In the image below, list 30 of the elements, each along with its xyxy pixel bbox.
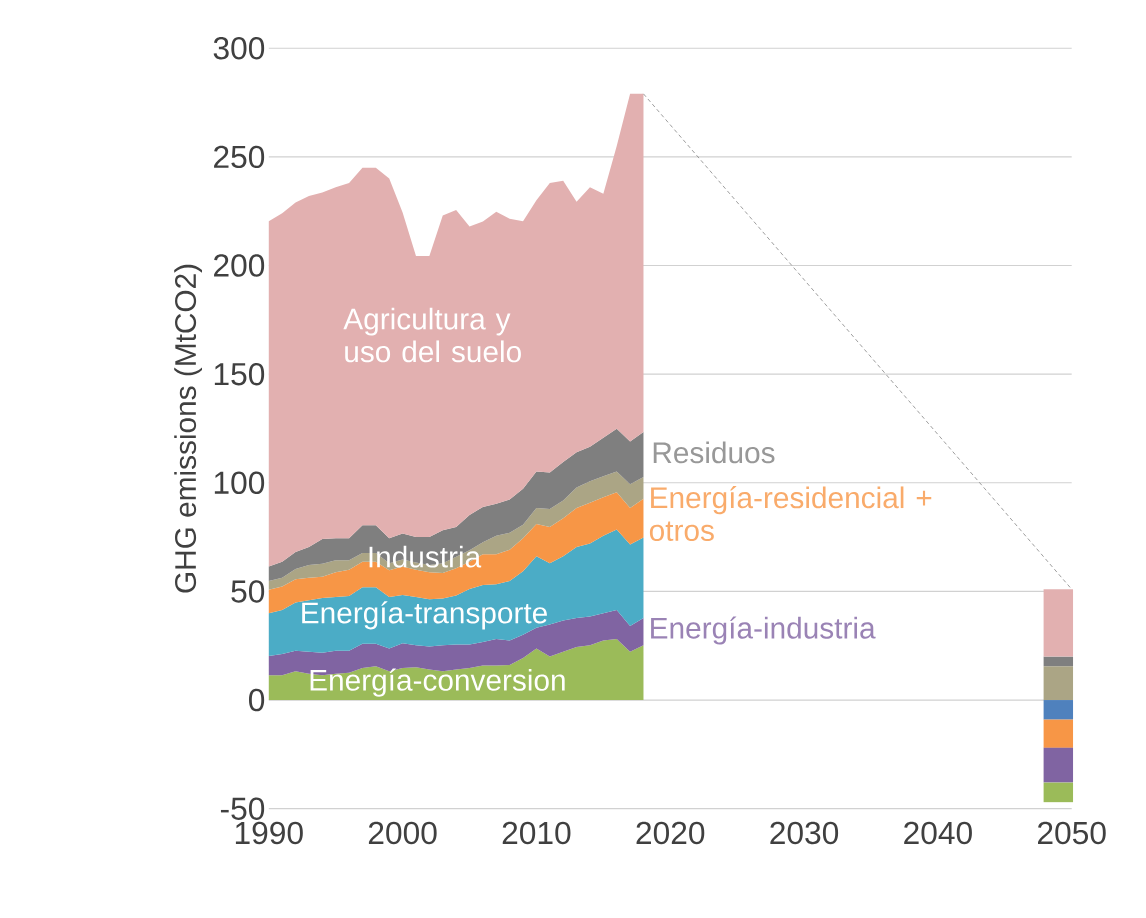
x-tick-label: 1990 (235, 821, 303, 845)
series-label: Residuos (653, 441, 775, 464)
series-label: Energía-residencial + otros (649, 486, 932, 542)
bar (1043, 782, 1074, 803)
series-label: Energía-industria (651, 616, 876, 645)
series-label: Energía-conversion (310, 668, 565, 697)
bar (1043, 719, 1074, 748)
x-tick-label: 2020 (636, 821, 705, 845)
y-tick-label: -50 (220, 797, 265, 821)
bar (1043, 700, 1074, 720)
x-tick-label: 2040 (904, 821, 972, 845)
y-tick-label: 100 (214, 471, 265, 495)
bar (1043, 666, 1074, 701)
y-tick-label: 50 (231, 580, 265, 603)
bar (1043, 589, 1074, 657)
series-label: Industria (369, 545, 482, 568)
x-tick-label: 2050 (1038, 821, 1106, 845)
y-tick-label: 250 (214, 145, 265, 169)
series-label: Energía-transporte (302, 601, 547, 630)
bar (1043, 656, 1074, 667)
x-tick-label: 2000 (368, 821, 437, 845)
bar (1043, 747, 1074, 783)
y-tick-label: 200 (214, 254, 265, 277)
x-tick-label: 2030 (770, 821, 839, 845)
y-tick-label: 150 (214, 363, 265, 386)
y-tick-label: 300 (213, 37, 265, 60)
series-label: Agricultura y uso del suelo (343, 307, 521, 363)
y-axis-title: GHG emissions (MtCO2) (174, 264, 202, 593)
y-tick-label: 0 (248, 688, 265, 712)
x-tick-label: 2010 (502, 821, 571, 845)
